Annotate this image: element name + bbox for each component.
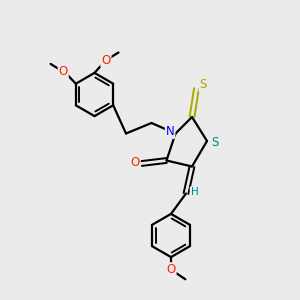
Text: O: O [130, 156, 140, 170]
Text: S: S [211, 136, 218, 149]
Text: N: N [166, 125, 175, 138]
Text: O: O [167, 263, 176, 276]
Text: S: S [200, 78, 207, 92]
Text: O: O [58, 65, 68, 78]
Text: O: O [101, 54, 110, 67]
Text: H: H [190, 187, 198, 197]
